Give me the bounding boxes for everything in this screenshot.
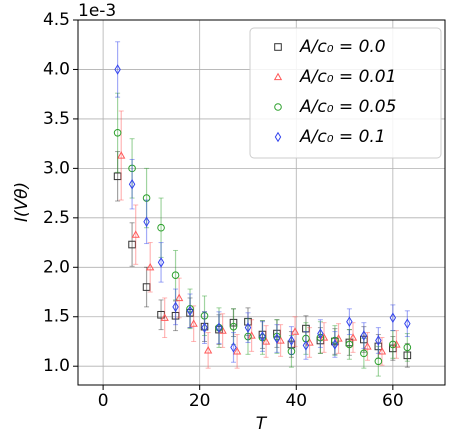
point <box>171 311 180 320</box>
point <box>113 128 122 137</box>
x-tick-label: 0 <box>98 391 109 411</box>
y-tick-label: 3.0 <box>43 158 70 178</box>
point <box>244 317 252 326</box>
point <box>348 333 358 341</box>
x-tick-label: 20 <box>189 391 211 411</box>
point <box>389 312 397 323</box>
point <box>273 329 281 338</box>
point <box>157 257 165 268</box>
point <box>360 335 368 344</box>
point <box>374 342 383 351</box>
point <box>274 103 282 111</box>
point <box>244 332 252 341</box>
point <box>146 262 155 271</box>
point <box>247 331 256 339</box>
point <box>230 342 237 353</box>
point <box>189 319 198 327</box>
legend-label: A/c₀ = 0.05 <box>299 97 396 117</box>
point <box>186 305 194 313</box>
point <box>389 344 397 353</box>
y-tick-label: 3.5 <box>43 109 70 129</box>
plot-frame <box>77 19 446 386</box>
point <box>403 343 412 352</box>
x-axis-label: T <box>256 414 268 434</box>
point <box>142 283 151 291</box>
point <box>360 349 368 358</box>
point <box>360 330 368 341</box>
point <box>203 346 213 354</box>
point <box>160 313 169 321</box>
y-tick-label: 4.0 <box>43 59 70 79</box>
y-axis-label: I(Vθ) <box>12 182 32 222</box>
point <box>171 271 180 280</box>
point <box>273 333 281 344</box>
point <box>258 330 267 339</box>
y-tick-label: 2.5 <box>43 208 70 228</box>
y-tick-label: 1.0 <box>43 356 70 376</box>
point <box>128 178 136 190</box>
y-tick-label: 4.5 <box>43 10 70 30</box>
point <box>302 340 310 351</box>
x-tick-label: 40 <box>285 391 307 411</box>
point <box>317 328 324 339</box>
point <box>131 230 140 238</box>
point <box>201 322 208 333</box>
point <box>346 316 353 327</box>
point <box>259 331 266 342</box>
point <box>389 340 397 349</box>
point <box>404 318 411 329</box>
y-tick-label: 1.5 <box>43 307 70 327</box>
point <box>290 327 300 335</box>
point <box>316 333 325 342</box>
point <box>363 342 372 350</box>
y-offset-label: 1e-3 <box>78 1 116 21</box>
point <box>274 43 282 51</box>
legend-label: A/c₀ = 0.01 <box>299 67 396 87</box>
point <box>273 72 283 81</box>
point <box>273 332 281 341</box>
point <box>215 323 223 332</box>
point <box>274 131 282 143</box>
point <box>345 340 354 349</box>
legend-label: A/c₀ = 0.1 <box>299 127 386 147</box>
point <box>305 338 314 346</box>
point <box>128 240 136 249</box>
point <box>229 318 238 327</box>
point <box>215 322 223 333</box>
point <box>186 305 194 317</box>
point <box>302 324 310 333</box>
point <box>287 347 296 356</box>
point <box>261 337 271 345</box>
point <box>175 293 184 302</box>
y-tick-label: 2.0 <box>43 257 70 277</box>
point <box>374 357 383 366</box>
point <box>229 322 238 331</box>
point <box>186 308 194 317</box>
point <box>142 194 151 202</box>
point <box>331 336 339 345</box>
point <box>128 164 136 173</box>
point <box>117 151 126 159</box>
point <box>375 335 382 346</box>
point <box>172 301 179 313</box>
point <box>403 351 412 360</box>
x-tick-label: 60 <box>382 391 404 411</box>
point <box>143 216 150 228</box>
point <box>345 338 354 347</box>
point <box>392 340 401 348</box>
legend-box <box>249 27 442 159</box>
point <box>331 339 339 350</box>
point <box>157 223 165 232</box>
point <box>319 333 329 341</box>
point <box>288 335 295 346</box>
legend-label: A/c₀ = 0.0 <box>299 37 386 57</box>
point <box>114 64 121 75</box>
point <box>200 311 209 320</box>
point <box>244 322 252 333</box>
point <box>377 347 387 355</box>
point <box>232 347 242 355</box>
point <box>113 172 122 181</box>
